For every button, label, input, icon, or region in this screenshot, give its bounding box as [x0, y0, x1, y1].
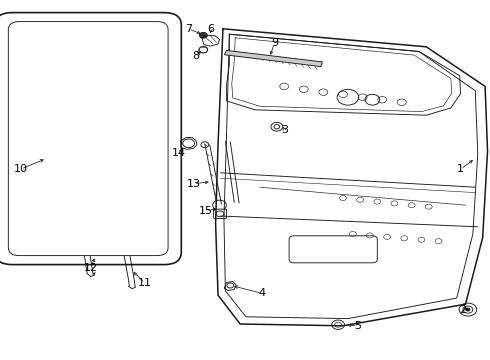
- Text: 6: 6: [207, 24, 214, 34]
- Polygon shape: [224, 50, 322, 67]
- Text: 14: 14: [172, 148, 186, 158]
- Text: 9: 9: [271, 38, 278, 48]
- Text: 10: 10: [14, 164, 27, 174]
- Circle shape: [466, 308, 470, 311]
- FancyBboxPatch shape: [214, 209, 226, 219]
- Text: 4: 4: [259, 288, 266, 298]
- Text: 15: 15: [199, 206, 213, 216]
- FancyBboxPatch shape: [0, 13, 181, 265]
- Text: 3: 3: [281, 125, 288, 135]
- Text: 11: 11: [138, 278, 151, 288]
- Text: 5: 5: [354, 321, 361, 331]
- Text: 7: 7: [185, 24, 192, 34]
- FancyBboxPatch shape: [289, 236, 377, 263]
- Text: 8: 8: [193, 51, 199, 61]
- Circle shape: [199, 32, 207, 38]
- Text: 13: 13: [187, 179, 200, 189]
- Text: 12: 12: [84, 263, 98, 273]
- FancyBboxPatch shape: [8, 22, 168, 256]
- Text: 1: 1: [457, 164, 464, 174]
- Text: 2: 2: [460, 305, 466, 315]
